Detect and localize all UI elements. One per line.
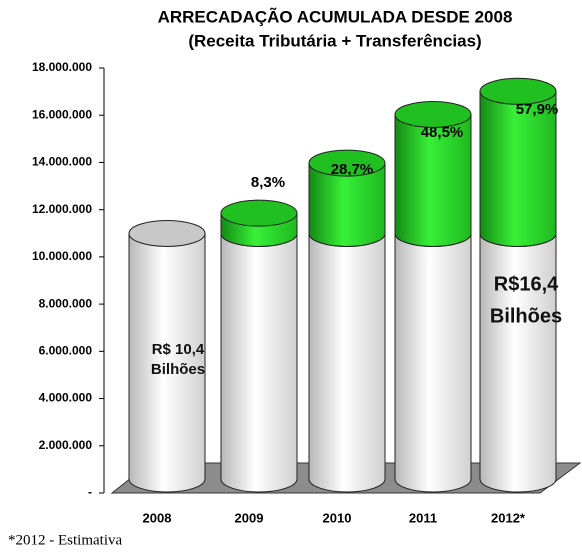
- y-tick-label: 2.000.000: [39, 438, 93, 452]
- x-tick-label: 2011: [409, 510, 437, 525]
- y-tick-label: 8.000.000: [39, 296, 93, 310]
- cylinder-segment: [128, 232, 206, 493]
- annotation: 8,3%: [251, 174, 285, 191]
- annotation: 57,9%: [516, 101, 559, 118]
- cylinder-segment: [394, 232, 472, 493]
- x-tick-label: 2008: [143, 510, 172, 525]
- value-note: R$16,4: [494, 273, 559, 295]
- cylinder-segment: [308, 232, 386, 493]
- cylinder-top: [479, 77, 557, 105]
- cylinder-segment: [220, 232, 298, 493]
- chart-title: ARRECADAÇÃO ACUMULADA DESDE 2008: [158, 6, 513, 26]
- y-tick-label: 10.000.000: [32, 249, 92, 263]
- value-note: Bilhões: [490, 305, 562, 327]
- cylinder-top: [128, 219, 206, 247]
- cylinder-top: [220, 199, 298, 227]
- cylinder-segment: [394, 113, 472, 247]
- cylinder-top: [394, 100, 472, 128]
- cylinder-segment: [479, 90, 557, 247]
- value-note: R$ 10,4: [152, 341, 205, 358]
- x-tick-label: 2009: [235, 510, 264, 525]
- y-tick-label: 14.000.000: [32, 155, 92, 169]
- x-tick-label: 2010: [323, 510, 352, 525]
- annotation: 28,7%: [331, 161, 374, 178]
- y-tick-label: 6.000.000: [39, 344, 93, 358]
- y-tick-label: 16.000.000: [32, 107, 92, 121]
- cylinder-top: [308, 149, 386, 177]
- y-tick-label: 12.000.000: [32, 202, 92, 216]
- chart-subtitle: (Receita Tributária + Transferências): [188, 31, 481, 50]
- cylinder-segment: [308, 162, 386, 247]
- y-tick-label: 4.000.000: [39, 391, 93, 405]
- cylinder-segment: [479, 232, 557, 493]
- footnote: *2012 - Estimativa: [8, 532, 122, 548]
- x-tick-label: 2012*: [491, 510, 526, 525]
- y-tick-label: 18.000.000: [32, 60, 92, 74]
- y-tick-label: -: [88, 485, 92, 499]
- value-note: Bilhões: [151, 361, 205, 378]
- annotation: 48,5%: [421, 124, 464, 141]
